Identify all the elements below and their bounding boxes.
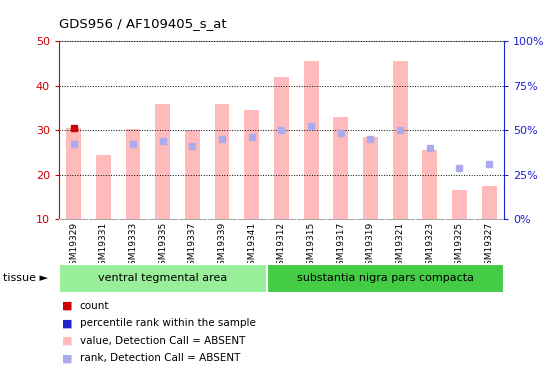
FancyBboxPatch shape xyxy=(59,264,267,292)
Text: GSM19329: GSM19329 xyxy=(69,222,78,271)
Text: ventral tegmental area: ventral tegmental area xyxy=(98,273,227,284)
Bar xyxy=(125,129,141,219)
Text: GSM19312: GSM19312 xyxy=(277,222,286,271)
Text: substantia nigra pars compacta: substantia nigra pars compacta xyxy=(297,273,474,284)
Text: GSM19331: GSM19331 xyxy=(99,222,108,271)
Text: GSM19335: GSM19335 xyxy=(158,222,167,271)
Bar xyxy=(214,104,230,219)
Bar xyxy=(96,155,111,219)
Bar xyxy=(452,190,467,219)
Text: GSM19315: GSM19315 xyxy=(306,222,316,271)
Text: rank, Detection Call = ABSENT: rank, Detection Call = ABSENT xyxy=(80,354,240,363)
Text: tissue ►: tissue ► xyxy=(3,273,48,283)
Bar xyxy=(333,117,348,219)
Bar xyxy=(422,150,437,219)
Text: GSM19327: GSM19327 xyxy=(484,222,494,271)
Text: percentile rank within the sample: percentile rank within the sample xyxy=(80,318,255,328)
Text: ■: ■ xyxy=(62,301,72,310)
Text: GSM19341: GSM19341 xyxy=(247,222,256,271)
Bar xyxy=(482,186,497,219)
Text: count: count xyxy=(80,301,109,310)
Text: GDS956 / AF109405_s_at: GDS956 / AF109405_s_at xyxy=(59,17,226,30)
Bar xyxy=(363,137,378,219)
Bar xyxy=(66,128,81,219)
Bar xyxy=(274,77,289,219)
Text: ■: ■ xyxy=(62,318,72,328)
Text: GSM19333: GSM19333 xyxy=(128,222,138,271)
Text: GSM19337: GSM19337 xyxy=(188,222,197,271)
Bar xyxy=(244,110,259,219)
Text: GSM19323: GSM19323 xyxy=(425,222,435,271)
FancyBboxPatch shape xyxy=(267,264,504,292)
Text: ■: ■ xyxy=(62,354,72,363)
Text: GSM19339: GSM19339 xyxy=(217,222,227,271)
Text: GSM19317: GSM19317 xyxy=(336,222,346,271)
Bar xyxy=(185,130,200,219)
Text: GSM19325: GSM19325 xyxy=(455,222,464,271)
Text: GSM19319: GSM19319 xyxy=(366,222,375,271)
Text: value, Detection Call = ABSENT: value, Detection Call = ABSENT xyxy=(80,336,245,346)
Bar xyxy=(393,61,408,219)
Bar xyxy=(304,61,319,219)
Text: GSM19321: GSM19321 xyxy=(395,222,405,271)
Bar xyxy=(155,104,170,219)
Text: ■: ■ xyxy=(62,336,72,346)
